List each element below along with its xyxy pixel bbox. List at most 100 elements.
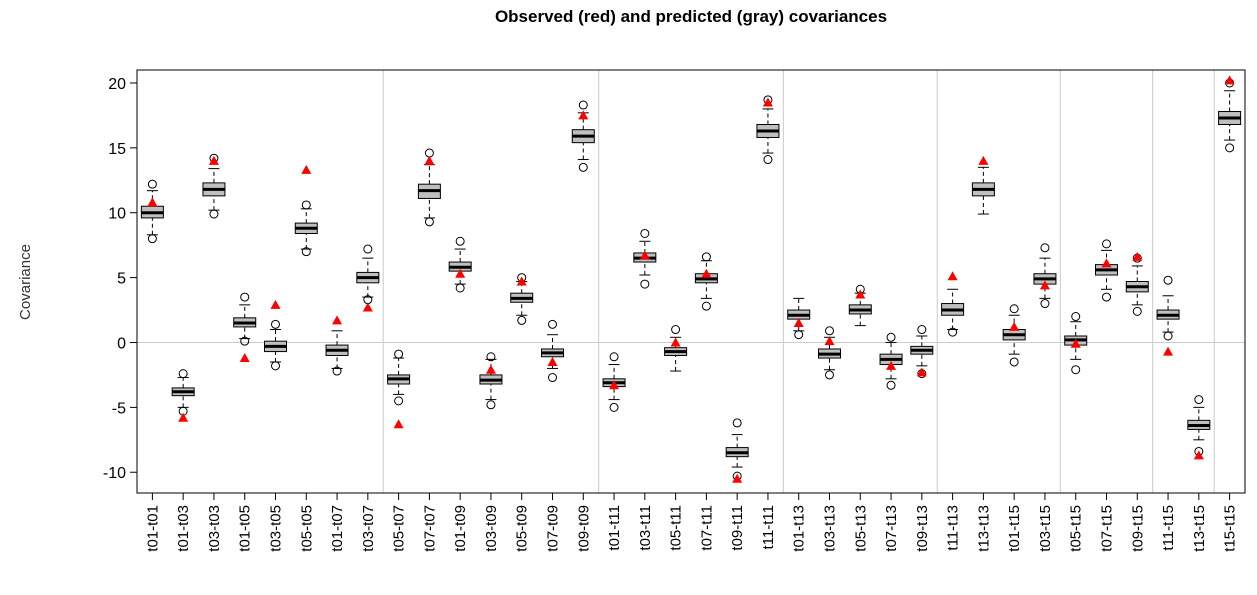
x-tick-label: t07-t11 [698, 505, 715, 551]
x-tick-label: t03-t05 [268, 505, 285, 552]
outlier [394, 396, 404, 406]
x-tick-label: t09-t09 [575, 505, 592, 552]
outlier [732, 418, 742, 428]
outlier [486, 400, 496, 410]
observed-point [886, 360, 897, 370]
y-axis-label: Covariance [17, 244, 34, 320]
outlier [548, 319, 557, 329]
outlier [240, 336, 250, 346]
outlier [455, 236, 465, 246]
x-tick-label: t05-t11 [668, 505, 685, 551]
x-tick-label: t03-t09 [483, 505, 500, 552]
outlier [701, 301, 711, 311]
observed-point [855, 289, 866, 299]
outlier [825, 370, 834, 380]
outlier [363, 244, 373, 254]
observed-point [824, 336, 835, 346]
observed-point [1039, 280, 1050, 290]
observed-point [178, 412, 189, 422]
x-tick-label: t01-t13 [791, 505, 808, 552]
x-tick-label: t05-t13 [852, 505, 869, 552]
x-tick-label: t05-t07 [391, 505, 408, 552]
observed-point [947, 271, 958, 281]
observed-point [393, 419, 404, 429]
outlier [1132, 306, 1142, 316]
x-tick-label: t03-t03 [206, 505, 223, 552]
observed-point [424, 155, 435, 165]
observed-point [916, 367, 927, 377]
outlier [794, 330, 804, 340]
outlier [147, 179, 157, 189]
outlier [271, 361, 280, 371]
observed-point [1070, 338, 1081, 348]
observed-point [670, 337, 681, 347]
outlier [701, 252, 711, 262]
observed-point [332, 315, 343, 325]
outlier [640, 279, 650, 289]
x-tick-label: t11-t11 [760, 505, 777, 549]
observed-point [1101, 258, 1112, 268]
outlier [609, 352, 619, 362]
outlier [1071, 312, 1081, 322]
observed-point [362, 302, 373, 312]
plot-frame [136, 69, 1246, 494]
observed-point [147, 197, 158, 207]
x-tick-label: t05-t15 [1068, 505, 1085, 552]
y-tick-label: 15 [108, 141, 126, 158]
x-tick-label: t03-t15 [1037, 505, 1054, 552]
x-tick-label: t07-t13 [883, 505, 900, 552]
outlier [455, 283, 465, 293]
observed-point [485, 364, 496, 374]
outlier [1040, 243, 1050, 253]
outlier [1009, 357, 1019, 367]
observed-point [639, 250, 650, 260]
observed-point [701, 268, 712, 278]
observed-point [762, 97, 773, 107]
outlier [1102, 292, 1111, 302]
outlier [548, 373, 557, 383]
x-tick-label: t01-t07 [329, 505, 346, 552]
outlier [671, 325, 681, 335]
outlier [825, 326, 834, 336]
observed-point [1193, 450, 1204, 460]
outlier [301, 247, 311, 257]
observed-point [1009, 321, 1020, 331]
outlier [578, 162, 588, 172]
outlier [917, 325, 927, 335]
observed-point [1132, 251, 1143, 261]
outlier [1194, 395, 1204, 405]
observed-point [1224, 75, 1235, 85]
outlier [1009, 304, 1019, 314]
x-tick-label: t01-t15 [1006, 505, 1023, 552]
observed-point [455, 268, 466, 278]
x-tick-label: t03-t07 [360, 505, 377, 552]
outlier [271, 319, 280, 329]
x-tick-label: t05-t05 [298, 505, 315, 552]
y-tick-label: 10 [108, 206, 126, 223]
outlier [517, 315, 527, 325]
outlier [394, 349, 404, 359]
outlier [886, 332, 896, 342]
outlier [609, 402, 619, 412]
x-tick-label: t15-t15 [1222, 505, 1239, 552]
outlier [178, 369, 188, 379]
observed-point [208, 155, 219, 165]
outlier [1071, 365, 1081, 375]
x-tick-label: t07-t09 [545, 505, 562, 552]
observed-point [516, 276, 527, 286]
x-tick-label: t11-t15 [1160, 505, 1177, 551]
outlier [578, 100, 588, 110]
observed-point [793, 318, 804, 328]
observed-point [239, 353, 250, 363]
outlier [301, 200, 311, 210]
y-tick-label: -5 [112, 400, 126, 417]
observed-point [547, 356, 558, 366]
x-tick-label: t01-t09 [452, 505, 469, 552]
outlier [332, 366, 342, 376]
x-tick-label: t03-t13 [822, 505, 839, 552]
outlier [424, 217, 434, 227]
observed-point [1163, 346, 1174, 356]
x-tick-label: t09-t11 [729, 505, 746, 551]
outlier [486, 352, 496, 362]
